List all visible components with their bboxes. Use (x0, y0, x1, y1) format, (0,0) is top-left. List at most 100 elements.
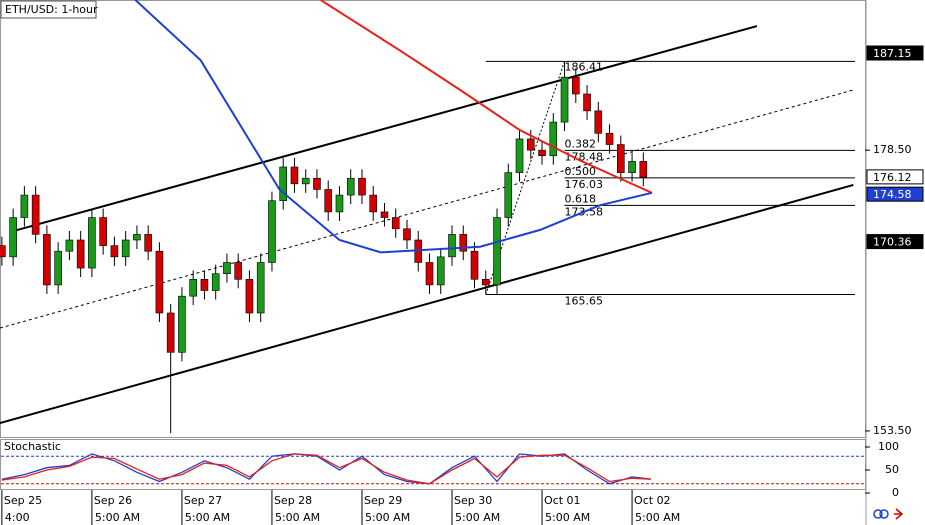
candle-body (481, 279, 490, 286)
candle-body (133, 234, 141, 241)
x-tick-time: 5:00 AM (95, 511, 140, 524)
candle-body (290, 166, 299, 185)
x-tick-label: Oct 02 (634, 494, 671, 507)
candle-body (369, 194, 378, 213)
y-tick-label: 178.50 (873, 143, 912, 156)
candle-body (99, 217, 107, 246)
candle-body (313, 177, 321, 190)
stoch-tick-label: 100 (878, 440, 899, 453)
stoch-tick-label: 50 (885, 463, 899, 476)
price-marker-label: 170.36 (873, 236, 912, 249)
x-tick-label: Oct 01 (544, 494, 581, 507)
candle-body (166, 312, 175, 353)
candle-body (470, 250, 479, 280)
candle-body (43, 234, 51, 286)
candle-body (189, 279, 197, 297)
title-box (0, 0, 97, 19)
candle-body (639, 161, 648, 178)
candle-body (391, 217, 400, 230)
fib-level-price: 176.03 (565, 178, 604, 191)
price-panel (0, 0, 866, 438)
candle-body (256, 262, 265, 314)
x-tick-time: 5:00 AM (365, 511, 410, 524)
candle-body (211, 273, 220, 291)
moving-average (134, 0, 653, 254)
price-marker (866, 45, 924, 61)
x-tick-label: Sep 30 (454, 494, 492, 507)
candle-body (279, 166, 288, 201)
price-marker (866, 186, 924, 202)
x-tick-label: Sep 25 (4, 494, 42, 507)
fib-level-price: 178.48 (565, 150, 604, 163)
chart-title: ETH/USD: 1-hour (5, 3, 98, 16)
x-tick-time: 5:00 AM (275, 511, 320, 524)
candle-body (121, 239, 130, 258)
candle-body (268, 200, 276, 263)
candle-body (88, 217, 96, 269)
candle-body (54, 250, 62, 286)
candle-body (605, 133, 614, 145)
candle-body (223, 262, 231, 274)
main-plot: 186.41165.650.382178.480.500176.030.6181… (0, 0, 855, 434)
candle-body (31, 194, 40, 235)
x-tick-time: 4:00 (5, 511, 30, 524)
candle-body (358, 177, 366, 196)
stoch-tick-label: 0 (892, 486, 899, 499)
candle-body (560, 76, 569, 123)
candle-body (155, 250, 164, 314)
candle-body (76, 239, 85, 269)
price-marker-label: 174.58 (873, 188, 912, 201)
arrow-icon[interactable] (894, 508, 904, 520)
x-tick-time: 5:00 AM (635, 511, 680, 524)
price-marker (866, 234, 924, 250)
candle-body (628, 161, 636, 173)
toolbar-icons[interactable] (873, 508, 904, 520)
moving-average (320, 0, 653, 194)
channel-line (0, 89, 854, 329)
fib-ratio: 0.382 (565, 137, 597, 150)
candle-body (9, 217, 17, 258)
candle-body (178, 295, 186, 353)
candle-body (324, 189, 333, 213)
channel-line (9, 25, 758, 233)
link-icon-2[interactable] (879, 509, 889, 519)
candle-body (436, 256, 445, 286)
x-tick-time: 5:00 AM (185, 511, 230, 524)
candle-body (403, 228, 411, 241)
candle-body (493, 217, 501, 286)
candle-body (448, 234, 456, 258)
candle-body (0, 245, 6, 258)
candle-body (144, 234, 152, 252)
candle-body (380, 211, 389, 218)
candle-body (594, 110, 603, 134)
price-marker (866, 169, 924, 185)
candle-body (425, 262, 434, 286)
candle-body (538, 149, 546, 157)
fib-price: 186.41 (565, 60, 604, 73)
candle-body (65, 239, 74, 252)
candle-body (515, 138, 524, 173)
candle-body (617, 144, 625, 173)
candle-body (583, 93, 591, 112)
link-icon[interactable] (873, 509, 883, 519)
fib-ratio: 0.618 (565, 192, 597, 205)
stochastic-title: Stochastic (4, 440, 61, 453)
candle-body (571, 76, 580, 95)
candle-body (301, 177, 310, 185)
y-tick-label: 153.50 (873, 424, 912, 437)
candle-body (346, 177, 355, 196)
candle-body (526, 138, 535, 151)
candle-body (200, 279, 209, 291)
price-marker-label: 187.15 (873, 47, 912, 60)
fib-price: 165.65 (565, 294, 604, 307)
candle-body (110, 245, 119, 258)
x-tick-label: Sep 26 (94, 494, 132, 507)
x-tick-time: 5:00 AM (545, 511, 590, 524)
candle-body (245, 279, 254, 314)
candle-body (20, 194, 29, 218)
stoch-line (1, 453, 651, 485)
x-tick-label: Sep 27 (184, 494, 222, 507)
price-marker-label: 176.12 (873, 171, 912, 184)
